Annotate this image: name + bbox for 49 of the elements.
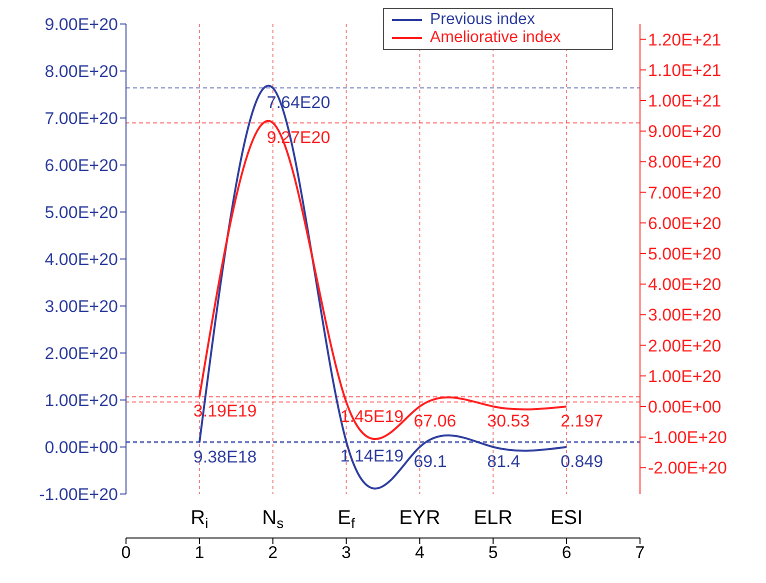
text: R$_{i}$ bbox=[190, 507, 208, 532]
y-tick-label: 4.00E+20 bbox=[44, 250, 118, 270]
y2-tick-label: 3.00E+20 bbox=[648, 306, 722, 325]
y2-tick-label: 6.00E+20 bbox=[648, 214, 722, 233]
y2-tick-label: 7.00E+20 bbox=[648, 183, 722, 202]
y-tick-label: 1.00E+20 bbox=[44, 391, 118, 410]
data-label: 81.4 bbox=[487, 452, 520, 471]
legend-label: Previous index bbox=[430, 11, 535, 29]
y-tick-label: 2.00E+20 bbox=[44, 344, 118, 364]
text: EYR bbox=[399, 507, 440, 529]
x-tick-label: 5 bbox=[488, 543, 498, 562]
x-tick-label: 0 bbox=[121, 543, 131, 562]
y2-tick-label: 1.00E+21 bbox=[648, 92, 722, 111]
data-label: 30.53 bbox=[487, 411, 530, 430]
data-label: 2.197 bbox=[560, 411, 604, 430]
text: N$_{s}$ bbox=[262, 507, 284, 532]
y2-tick-label: 0.00E+00 bbox=[648, 398, 722, 417]
data-label: 69.1 bbox=[414, 452, 447, 471]
text: E$_{f}$ bbox=[338, 507, 356, 532]
y2-tick-label: 8.00E+20 bbox=[648, 152, 722, 172]
y2-tick-label: -1.00E+20 bbox=[648, 428, 727, 448]
text: ELR bbox=[474, 507, 513, 529]
x-tick-label: 4 bbox=[414, 543, 424, 562]
y-tick-label: 9.00E+20 bbox=[44, 15, 118, 34]
y-tick-label: 7.00E+20 bbox=[44, 109, 118, 128]
y-tick-label: 6.00E+20 bbox=[44, 156, 118, 176]
y-tick-label: 0.00E+00 bbox=[44, 438, 118, 458]
x-tick-label: 3 bbox=[342, 543, 352, 562]
legend-label: Ameliorative index bbox=[430, 29, 561, 47]
x-tick-label: 2 bbox=[268, 543, 278, 562]
y-tick-label: 5.00E+20 bbox=[44, 203, 118, 222]
data-label: 0.849 bbox=[560, 452, 604, 471]
data-label: 9.38E18 bbox=[193, 448, 257, 467]
x-tick-label: 1 bbox=[194, 543, 204, 562]
y-tick-label: 8.00E+20 bbox=[44, 62, 118, 82]
x-tick-label: 6 bbox=[562, 543, 572, 562]
y2-tick-label: 4.00E+20 bbox=[648, 275, 722, 294]
y2-tick-label: 1.20E+21 bbox=[648, 30, 722, 50]
y2-tick-label: -2.00E+20 bbox=[648, 458, 727, 478]
data-label: 67.06 bbox=[414, 411, 456, 430]
y-tick-label: -1.00E+20 bbox=[39, 485, 118, 504]
y2-tick-label: 1.00E+20 bbox=[648, 366, 722, 386]
text: ESI bbox=[550, 507, 583, 529]
y-tick-label: 3.00E+20 bbox=[44, 297, 118, 316]
x-tick-label: 7 bbox=[635, 543, 645, 562]
y2-tick-label: 9.00E+20 bbox=[648, 122, 722, 142]
y2-tick-label: 2.00E+20 bbox=[648, 336, 722, 356]
y2-tick-label: 1.10E+21 bbox=[648, 60, 722, 80]
y2-tick-label: 5.00E+20 bbox=[648, 244, 722, 264]
